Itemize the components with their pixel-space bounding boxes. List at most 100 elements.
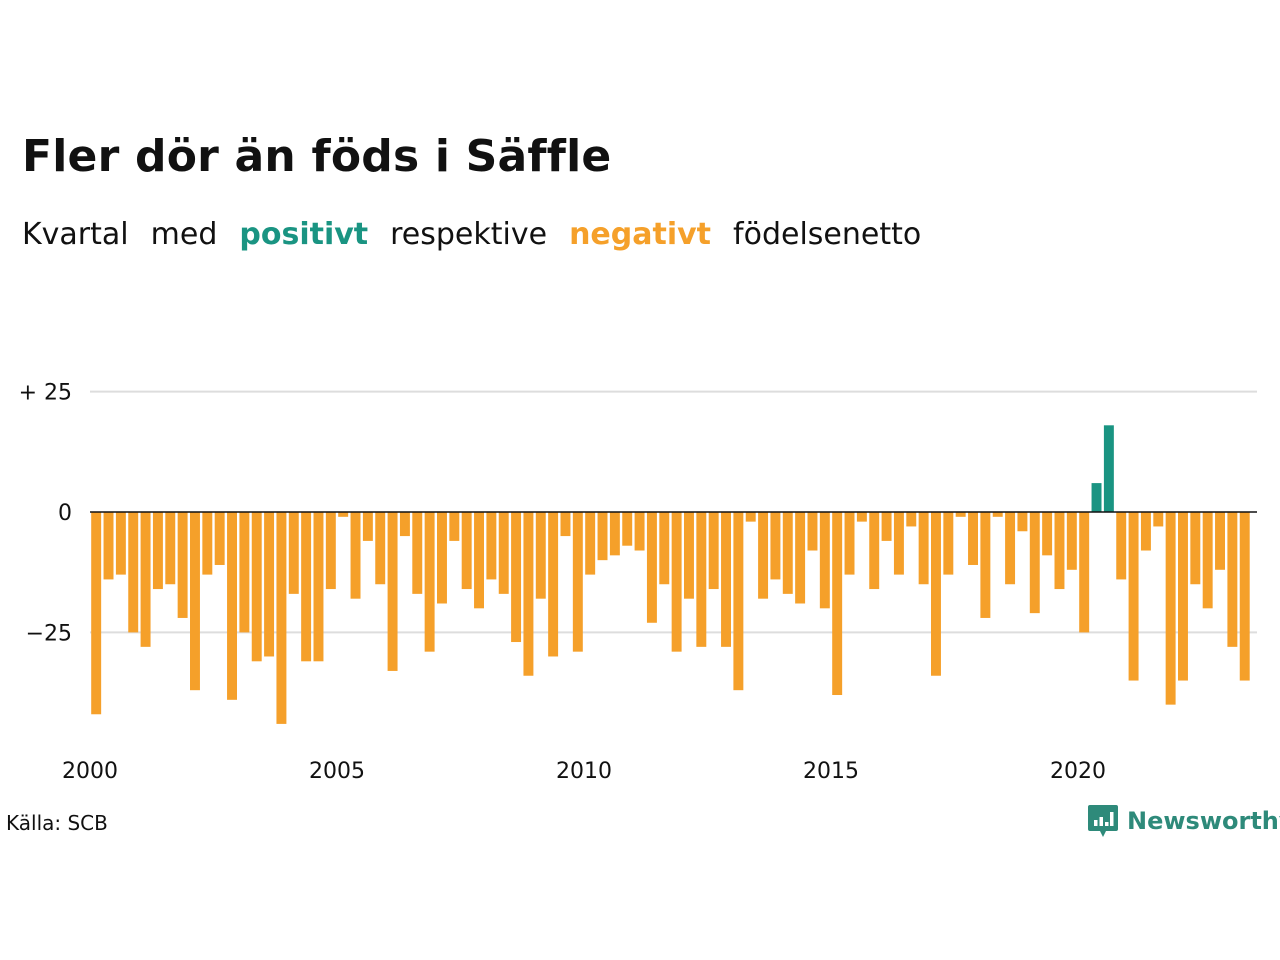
bar xyxy=(1165,512,1176,705)
bar xyxy=(906,512,917,527)
bar xyxy=(399,512,410,537)
bar xyxy=(992,512,1003,517)
bar xyxy=(819,512,830,609)
bar xyxy=(449,512,460,541)
chart-subtitle: Kvartal med positivt respektive negativt föde… xyxy=(22,217,943,252)
bar xyxy=(1116,512,1127,580)
source-note: Källa: SCB xyxy=(6,811,108,835)
bar xyxy=(1239,512,1250,681)
x-tick-label: 2000 xyxy=(62,759,118,784)
bar xyxy=(1227,512,1238,647)
bar xyxy=(412,512,423,594)
bar xyxy=(461,512,472,590)
bar xyxy=(955,512,966,517)
bar xyxy=(807,512,818,551)
x-tick-label: 2005 xyxy=(309,759,365,784)
bar xyxy=(288,512,299,594)
bar xyxy=(387,512,398,671)
subtitle-word-respektive: respektive xyxy=(390,217,548,252)
bar xyxy=(572,512,583,652)
y-tick-label: 0 xyxy=(58,501,72,526)
bar xyxy=(362,512,373,541)
bar xyxy=(548,512,559,657)
bar xyxy=(301,512,312,662)
bar xyxy=(597,512,608,561)
bar xyxy=(1140,512,1151,551)
bar xyxy=(1178,512,1188,681)
bar xyxy=(350,512,361,599)
bar xyxy=(152,512,163,590)
bar xyxy=(115,512,126,575)
bar xyxy=(498,512,509,594)
bar xyxy=(708,512,719,590)
bar xyxy=(881,512,892,541)
bar xyxy=(770,512,781,580)
bar xyxy=(251,512,262,662)
bar xyxy=(1215,512,1225,570)
bar xyxy=(338,512,349,517)
bar xyxy=(1091,483,1102,512)
bar xyxy=(622,512,633,546)
bar xyxy=(1017,512,1028,532)
bar xyxy=(140,512,151,647)
bar xyxy=(782,512,793,594)
bar xyxy=(424,512,435,652)
bar xyxy=(1066,512,1077,570)
bar xyxy=(893,512,904,575)
subtitle-word-kvartal: Kvartal xyxy=(22,217,129,252)
bar xyxy=(91,512,102,715)
bar xyxy=(1202,512,1213,609)
bar xyxy=(646,512,657,623)
bar xyxy=(227,512,237,700)
bar xyxy=(264,512,275,657)
bar xyxy=(696,512,707,647)
bar xyxy=(684,512,694,599)
subtitle-positive-label: positivt xyxy=(239,217,369,252)
bar xyxy=(1079,512,1090,633)
bar xyxy=(918,512,929,585)
bar xyxy=(671,512,682,652)
bar xyxy=(1153,512,1164,527)
bar xyxy=(968,512,978,565)
subtitle-word-fodelsenetto: födelsenetto xyxy=(733,217,922,252)
bar xyxy=(634,512,645,551)
bar xyxy=(177,512,188,618)
subtitle-word-med: med xyxy=(150,217,218,252)
bar xyxy=(560,512,571,537)
x-tick-label: 2020 xyxy=(1050,759,1106,784)
axis-layer: + 25 0 −25 2000 2005 2010 2015 2020 xyxy=(19,381,1257,784)
bar xyxy=(980,512,991,618)
bar xyxy=(1042,512,1053,556)
y-tick-label: + 25 xyxy=(19,381,72,406)
bar xyxy=(1103,425,1114,512)
newsworthy-logo-text: Newsworthy xyxy=(1127,807,1280,835)
bar xyxy=(832,512,843,696)
bar xyxy=(931,512,941,676)
bar xyxy=(943,512,954,575)
bar xyxy=(1190,512,1201,585)
x-tick-label: 2010 xyxy=(556,759,612,784)
bar xyxy=(325,512,336,590)
bar xyxy=(128,512,139,633)
bar xyxy=(375,512,386,585)
bar xyxy=(214,512,225,565)
bar xyxy=(1029,512,1040,614)
bar xyxy=(721,512,731,647)
y-tick-label: −25 xyxy=(26,621,72,646)
bar xyxy=(276,512,287,724)
bar xyxy=(103,512,114,580)
bar xyxy=(844,512,855,575)
bar xyxy=(609,512,620,556)
bar xyxy=(535,512,546,599)
bar xyxy=(486,512,497,580)
bar xyxy=(585,512,596,575)
bar xyxy=(437,512,447,604)
x-tick-label: 2015 xyxy=(803,759,859,784)
bar xyxy=(190,512,200,691)
bar xyxy=(165,512,176,585)
bar xyxy=(1054,512,1065,590)
bar xyxy=(758,512,769,599)
bar xyxy=(745,512,756,522)
chart-title: Fler dör än föds i Säffle xyxy=(22,131,612,182)
